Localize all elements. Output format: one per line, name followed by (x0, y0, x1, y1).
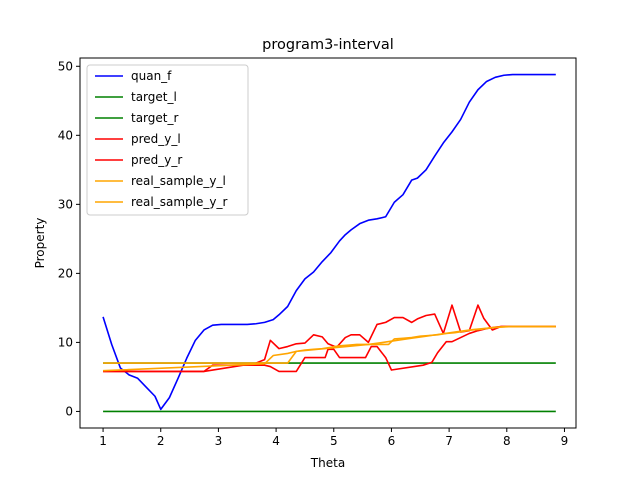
y-tick-label: 0 (65, 404, 73, 418)
x-axis-label: Theta (310, 456, 345, 470)
legend-label: quan_f (131, 69, 172, 83)
x-tick-label: 3 (215, 434, 223, 448)
legend-label: pred_y_r (131, 153, 182, 167)
legend-label: real_sample_y_l (131, 174, 226, 188)
x-tick-label: 5 (330, 434, 338, 448)
x-tick-label: 4 (272, 434, 280, 448)
x-tick-label: 1 (99, 434, 107, 448)
y-tick-label: 30 (58, 197, 73, 211)
y-tick-label: 40 (58, 128, 73, 142)
x-axis: 1 2 3 4 5 6 7 8 9 (99, 428, 568, 448)
x-tick-label: 2 (157, 434, 165, 448)
x-tick-label: 6 (388, 434, 396, 448)
x-tick-label: 7 (445, 434, 453, 448)
y-tick-label: 10 (58, 335, 73, 349)
y-axis: 0 10 20 30 40 50 (58, 59, 80, 418)
y-tick-label: 20 (58, 266, 73, 280)
legend-label: pred_y_l (131, 132, 181, 146)
series-layer (102, 73, 556, 413)
x-tick-label: 8 (503, 434, 511, 448)
legend-label: real_sample_y_r (131, 195, 227, 209)
y-axis-label: Property (33, 218, 47, 269)
legend-box (86, 64, 249, 216)
legend-label: target_r (131, 111, 178, 125)
series-line-real-sample-y-r (103, 325, 556, 364)
chart-title: program3-interval (262, 37, 394, 53)
y-tick-label: 50 (58, 59, 73, 73)
legend-label: target_l (131, 90, 177, 104)
series-line-quan-f (102, 73, 556, 411)
plot-frame (79, 57, 577, 429)
legend: quan_f target_l target_r pred_y_l pred_y_rre… (86, 64, 249, 216)
series-line-pred-y-l (103, 325, 556, 373)
x-tick-label: 9 (561, 434, 569, 448)
